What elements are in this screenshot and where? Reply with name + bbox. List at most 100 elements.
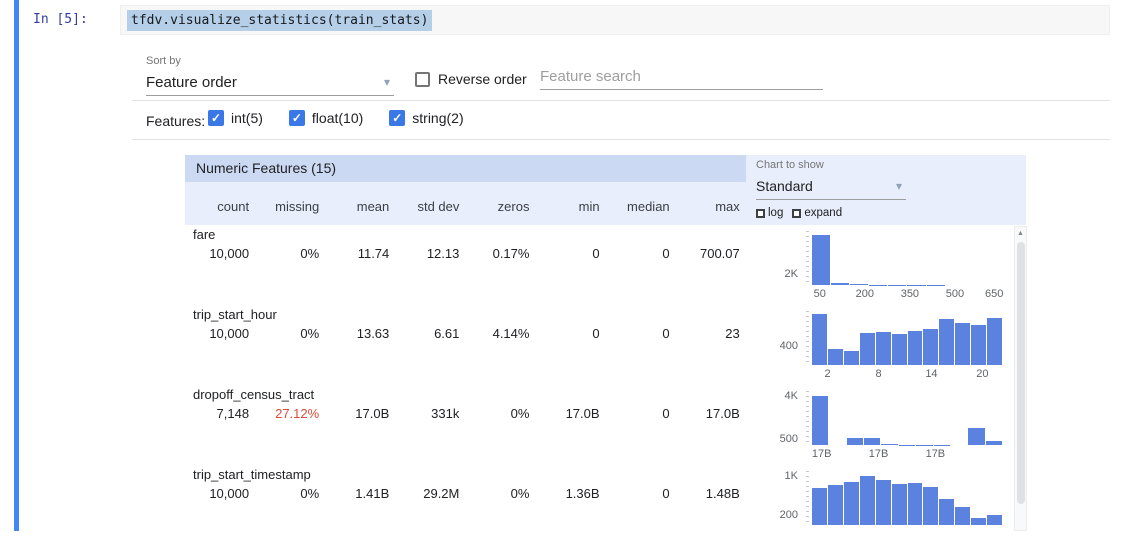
reverse-order-label: Reverse order [438,71,527,87]
bar [955,507,970,525]
feature-name: trip_start_hour [193,307,277,322]
bar [908,483,923,525]
code-cell[interactable]: tfdv.visualize_statistics(train_stats) [120,5,1110,35]
bar [812,235,830,285]
column-header[interactable]: missing [255,192,325,222]
scroll-up-icon[interactable]: ▲ [1015,227,1026,240]
stat-value: 12.13 [395,246,465,261]
bar [923,329,938,365]
stat-value: 0 [535,246,605,261]
code-text[interactable]: tfdv.visualize_statistics(train_stats) [127,10,432,31]
column-header[interactable]: median [606,192,676,222]
y-tick-label: 4K [785,390,798,402]
stat-value: 23 [676,326,746,341]
bar [812,488,827,525]
stat-value: 10,000 [185,246,255,261]
x-tick-label: 17B [812,448,832,460]
chart-scrollbar[interactable]: ▲ [1014,226,1027,531]
bars [812,311,1002,365]
log-checkbox[interactable]: log [756,207,783,219]
stat-value: 331k [395,406,465,421]
bar [876,332,891,365]
bar [850,284,868,285]
feature-filter-int[interactable]: ✓int(5) [208,110,263,126]
sort-order-select[interactable]: Feature order ▾ [146,72,394,96]
feature-name: trip_start_timestamp [193,467,311,482]
bars [812,391,1002,445]
stat-value: 11.74 [325,246,395,261]
bar [828,349,843,365]
column-header[interactable]: std dev [395,192,465,222]
checkbox-unchecked-icon[interactable] [756,209,765,218]
chart-type-select[interactable]: Standard ▾ [756,176,906,200]
x-tick-label: 2 [824,368,830,380]
bar [831,283,849,285]
stat-value: 7,148 [185,406,255,421]
bars [812,231,1002,285]
scrollbar-thumb[interactable] [1017,242,1025,504]
bar [876,480,891,525]
stat-value: 10,000 [185,326,255,341]
checkbox-unchecked-icon[interactable] [415,72,430,87]
bar [828,485,843,525]
checkbox-checked-icon[interactable]: ✓ [289,110,305,126]
stat-value: 0 [606,326,676,341]
stat-value: 700.07 [676,246,746,261]
column-header[interactable]: min [535,192,605,222]
stat-value: 0 [606,246,676,261]
feature-filter-float[interactable]: ✓float(10) [289,110,363,126]
search-input[interactable] [540,64,823,90]
y-tick-label: 1K [785,470,798,482]
stat-value: 0 [606,486,676,501]
expand-checkbox[interactable]: expand [792,207,842,219]
stat-value: 17.0B [676,406,746,421]
feature-search [540,64,823,90]
chart-type-value: Standard [756,178,813,194]
selected-cell-indicator [14,0,19,531]
stat-value: 0.17% [465,246,535,261]
x-tick-labels [806,528,1002,542]
stat-value: 0% [255,246,325,261]
y-tick-label: 400 [780,340,798,352]
notebook-output: In [5]: tfdv.visualize_statistics(train_… [0,0,1124,531]
column-header[interactable]: count [185,192,255,222]
bar [812,396,828,445]
numeric-features-title: Numeric Features (15) [185,155,746,182]
checkbox-checked-icon[interactable]: ✓ [208,110,224,126]
checkbox-checked-icon[interactable]: ✓ [389,110,405,126]
y-tick-label: 200 [780,509,798,521]
stat-value: 29.2M [395,486,465,501]
bar [986,441,1002,445]
bar [881,444,897,445]
bar [844,351,859,365]
x-tick-label: 20 [976,368,988,380]
chevron-down-icon: ▾ [384,75,390,89]
feature-name: fare [193,227,215,242]
reverse-order-checkbox[interactable]: Reverse order [415,71,527,87]
stat-value: 1.48B [676,486,746,501]
chart-to-show-label: Chart to show [756,159,824,171]
histogram-plot: 400 [806,311,1002,365]
stat-value: 0% [465,486,535,501]
bar [812,314,827,365]
stat-value: 6.61 [395,326,465,341]
bar [939,319,954,365]
bars [812,471,1002,525]
feature-filter-string[interactable]: ✓string(2) [389,110,463,126]
column-header[interactable]: mean [325,192,395,222]
stat-value: 0 [606,406,676,421]
checkbox-unchecked-icon[interactable] [792,209,801,218]
column-header[interactable]: max [676,192,746,222]
column-header[interactable]: zeros [465,192,535,222]
